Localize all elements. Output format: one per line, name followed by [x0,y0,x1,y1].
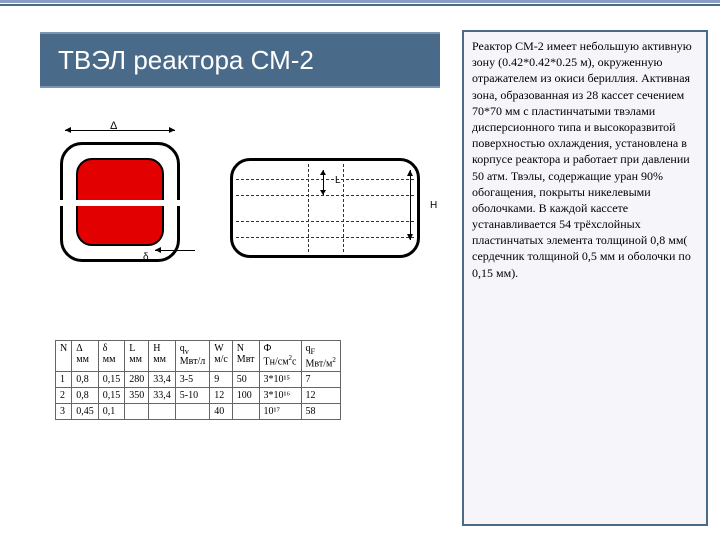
col-qF: qFМвт/м2 [301,341,340,372]
dash-line [236,195,414,196]
H-dimension-arrow [410,170,411,240]
col-Delta: Δмм [72,341,99,372]
table-row: 10,80,1528033,43-59503*10¹⁵7 [56,372,341,388]
col-H: Hмм [149,341,176,372]
delta-dimension-arrow [65,130,175,131]
slide-title-box: ТВЭЛ реактора СМ-2 [40,32,440,88]
L-label: L [335,175,341,186]
col-delta-small: δмм [98,341,125,372]
parameters-table: N Δмм δмм Lмм Hмм qvМвт/л Wм/с NМвт ФТн/… [55,340,341,420]
col-N: N [56,341,72,372]
dash-line [308,164,309,252]
section-gap [55,200,185,206]
slide-title: ТВЭЛ реактора СМ-2 [58,45,314,76]
H-label: H [430,200,437,211]
L-dimension-arrow [323,170,324,195]
col-W: Wм/с [210,341,233,372]
dash-line [236,179,414,180]
description-text: Реактор СМ-2 имеет небольшую активную зо… [472,39,692,280]
col-qv: qvМвт/л [175,341,210,372]
fuel-element-diagram: Δ δ L H [55,120,435,320]
col-L: Lмм [125,341,149,372]
sigma-label: δ [143,252,149,263]
col-Phi: ФТн/см2с [259,341,301,372]
dash-line [236,221,414,222]
col-Npower: NМвт [232,341,259,372]
table-row: 20,80,1535033,45-10121003*10¹⁶12 [56,388,341,404]
decorative-top-bars [0,0,720,6]
dash-line [343,164,344,252]
table-header-row: N Δмм δмм Lмм Hмм qvМвт/л Wм/с NМвт ФТн/… [56,341,341,372]
description-panel: Реактор СМ-2 имеет небольшую активную зо… [462,30,708,526]
dash-line [236,237,414,238]
table-row: 30,450,14010¹⁷58 [56,404,341,420]
sigma-dimension-arrow [155,250,195,251]
